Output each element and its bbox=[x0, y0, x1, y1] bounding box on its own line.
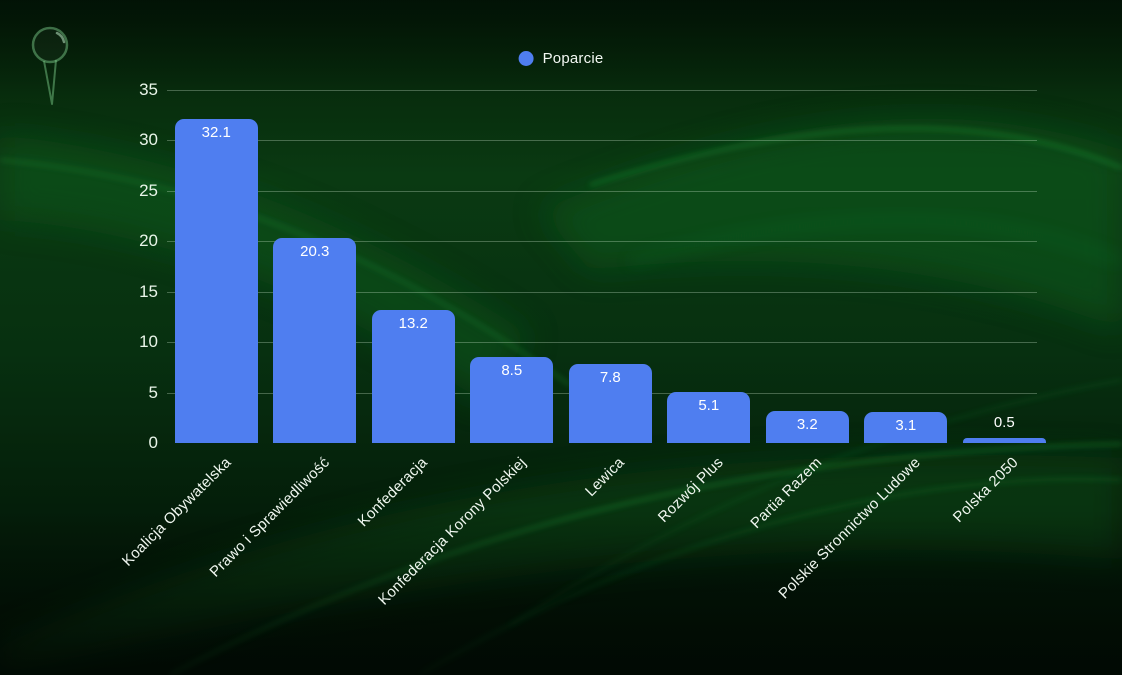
bar[interactable] bbox=[765, 410, 849, 443]
bar[interactable] bbox=[667, 391, 751, 443]
y-axis-tick-label: 30 bbox=[139, 130, 158, 150]
bar-value-label: 5.1 bbox=[698, 396, 720, 414]
bar-value-label: 3.2 bbox=[796, 415, 818, 433]
bar[interactable] bbox=[174, 119, 258, 443]
y-axis-tick-label: 0 bbox=[148, 433, 158, 452]
bar[interactable] bbox=[371, 309, 455, 443]
bar-value-label: 0.5 bbox=[993, 413, 1015, 431]
y-axis-tick-label: 35 bbox=[139, 80, 158, 99]
y-axis-tick-label: 5 bbox=[148, 382, 158, 402]
y-axis-tick-label: 10 bbox=[139, 332, 158, 352]
gridline bbox=[167, 241, 1037, 243]
gridline bbox=[167, 342, 1037, 344]
bar[interactable] bbox=[273, 238, 357, 443]
bar[interactable] bbox=[568, 364, 652, 443]
bar-value-label: 8.5 bbox=[501, 362, 523, 380]
gridline bbox=[167, 291, 1037, 293]
y-axis-tick-label: 25 bbox=[139, 180, 158, 200]
y-axis-tick-label: 20 bbox=[139, 231, 158, 251]
push-pin-icon bbox=[31, 26, 69, 105]
legend-marker-icon bbox=[518, 51, 534, 66]
bar[interactable] bbox=[470, 357, 554, 443]
bar-value-label: 3.1 bbox=[895, 416, 917, 434]
gridline bbox=[167, 190, 1037, 192]
bar-value-label: 32.1 bbox=[201, 124, 231, 142]
gridline bbox=[167, 90, 1037, 91]
chart-legend[interactable]: Poparcie bbox=[518, 50, 604, 67]
y-axis-tick-label: 15 bbox=[139, 281, 158, 301]
bar[interactable] bbox=[962, 437, 1046, 443]
bar[interactable] bbox=[864, 411, 948, 443]
gridline bbox=[167, 140, 1037, 142]
legend-label: Poparcie bbox=[542, 50, 604, 67]
bar-value-label: 20.3 bbox=[300, 243, 330, 261]
bar-value-label: 13.2 bbox=[398, 314, 428, 332]
bar-value-label: 7.8 bbox=[599, 369, 621, 387]
